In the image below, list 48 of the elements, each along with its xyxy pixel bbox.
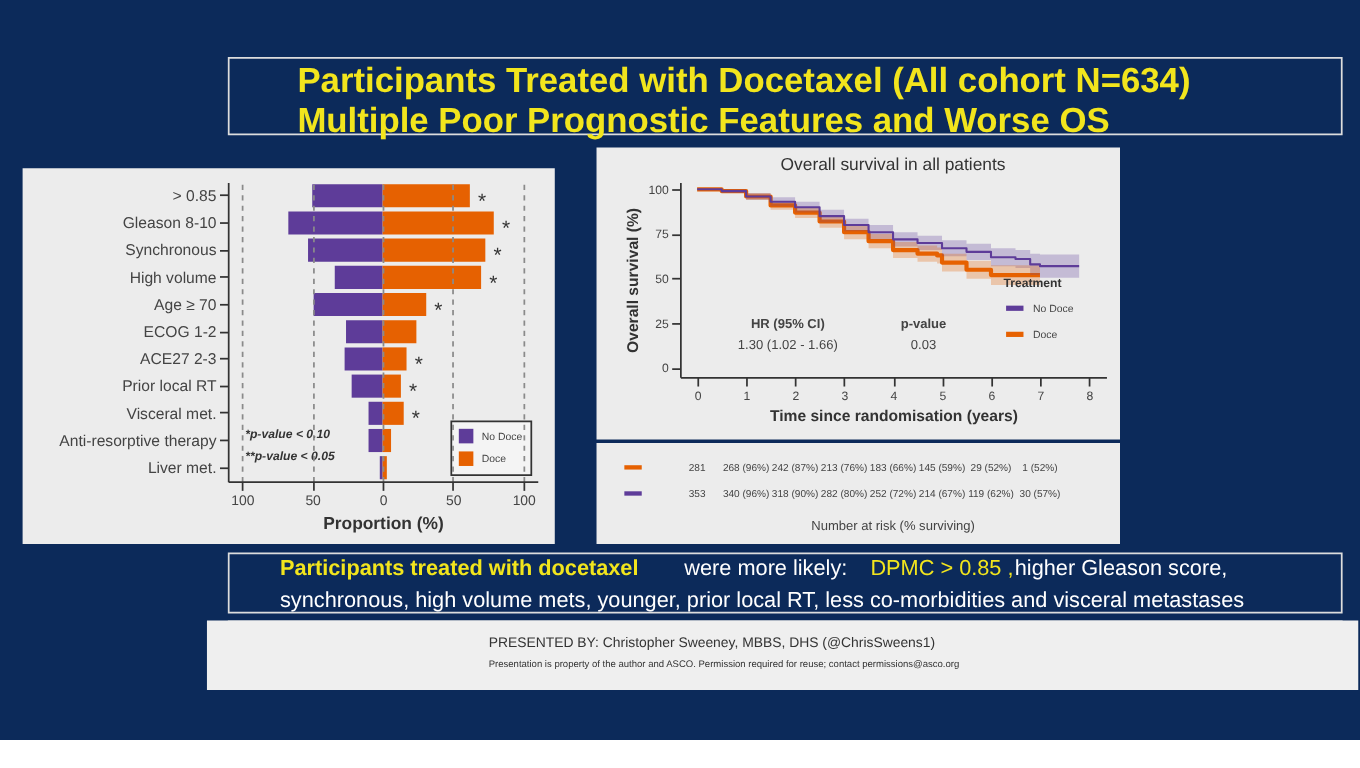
bar (351, 374, 383, 398)
bar (382, 184, 470, 208)
annotation: * (501, 219, 511, 242)
y-axis-title: Overall survival (%) (623, 207, 642, 353)
y-tick-label: ACE27 2-3 (140, 350, 217, 369)
y-tick-label: Synchronous (125, 241, 217, 260)
bar (382, 211, 494, 235)
bar (346, 320, 383, 344)
bar (382, 292, 427, 317)
annotation: * (477, 191, 487, 214)
annotation: * (414, 355, 423, 378)
bar (382, 401, 404, 425)
text: DPMC > 0.85 , (870, 557, 1014, 582)
bar (312, 184, 383, 208)
bar (368, 401, 383, 425)
y-tick-label: Gleason 8-10 (122, 214, 218, 233)
text: Participants treated with docetaxel (280, 557, 639, 582)
y-tick-label: High volume (129, 268, 217, 287)
y-tick-label: > 0.85 (172, 186, 218, 205)
x-axis-title: Time since randomisation (years) (769, 407, 1019, 426)
bar (334, 265, 383, 289)
chart-title: Overall survival in all patients (780, 154, 1007, 174)
bar (382, 238, 486, 262)
bar (382, 265, 482, 289)
y-tick-label: ECOG 1-2 (143, 322, 217, 341)
bar (313, 292, 383, 317)
annotation: * (489, 273, 498, 296)
bar (308, 238, 383, 262)
annotation: * (411, 409, 420, 432)
y-tick-label: Liver met. (147, 458, 217, 477)
y-tick-label: Anti-resorptive therapy (59, 431, 217, 450)
text: Participants Treated with Docetaxel (All cohort N=634) Multiple Poor Prognostic Features and Worse OS (297, 59, 1191, 140)
text: were more likely: (682, 557, 848, 582)
text: synchronous, high volume mets, younger, prior local RT, less co-morbidities and visceral metastases (280, 588, 1246, 613)
y-tick-label: Prior local RT (122, 377, 217, 396)
annotation: * (493, 246, 502, 269)
annotation: * (434, 300, 443, 323)
bar (382, 347, 407, 371)
bar (344, 347, 383, 371)
annotation: * (409, 382, 418, 405)
bar (288, 211, 383, 235)
text: higher Gleason score, (1014, 557, 1228, 582)
x-axis-title: Proportion (%) (323, 513, 445, 534)
bar (382, 374, 401, 398)
bar (368, 428, 383, 453)
bar (382, 320, 417, 344)
y-tick-label: Age ≥ 70 (154, 295, 218, 314)
y-tick-label: Visceral met. (126, 404, 217, 423)
